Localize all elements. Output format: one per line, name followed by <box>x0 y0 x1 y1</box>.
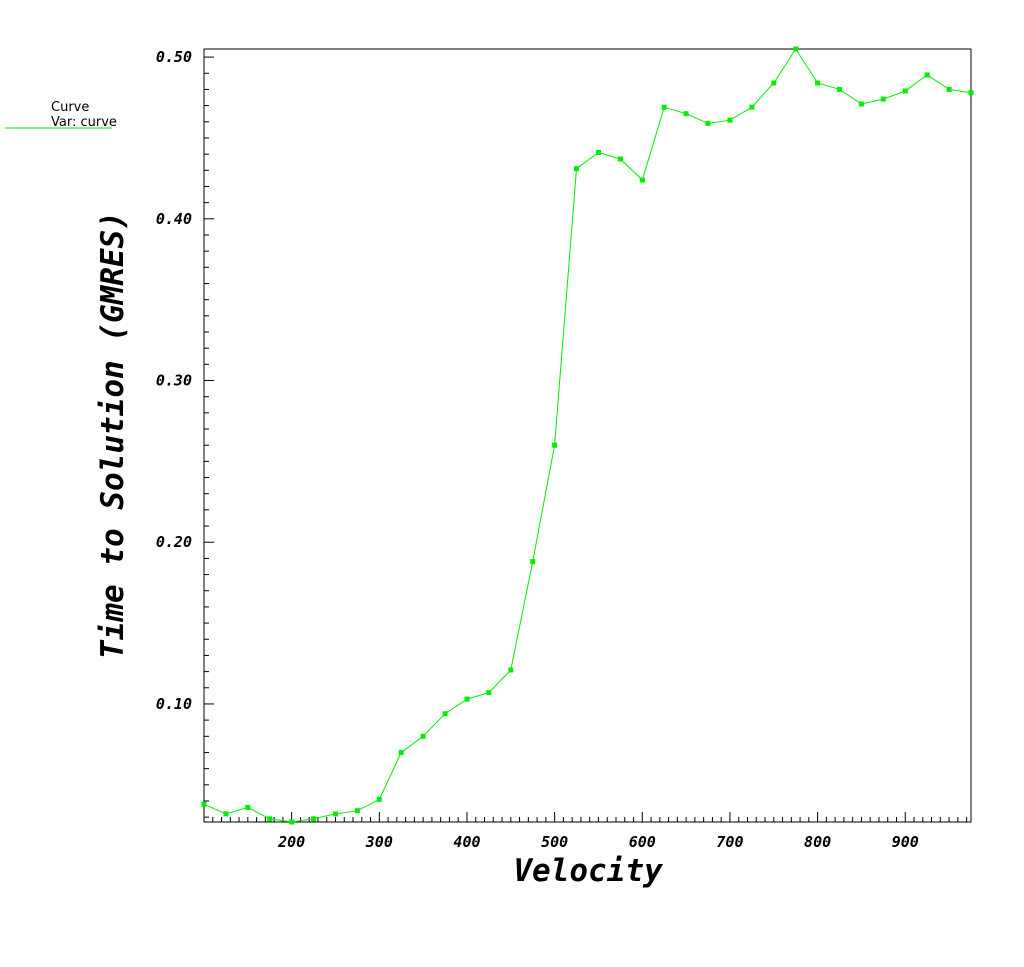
data-point <box>880 96 886 102</box>
data-point <box>705 120 711 126</box>
x-tick-label: 700 <box>716 833 743 851</box>
data-point <box>749 104 755 110</box>
data-point <box>596 150 601 155</box>
series-curve <box>201 46 974 825</box>
data-point <box>442 711 448 717</box>
data-point <box>968 90 974 96</box>
data-point <box>793 46 799 52</box>
data-point <box>311 816 317 822</box>
data-point <box>223 811 229 817</box>
data-point <box>530 559 536 565</box>
data-point <box>858 101 864 107</box>
data-point <box>552 442 558 448</box>
data-point <box>771 80 777 86</box>
data-point <box>486 690 492 696</box>
legend: Curve Var: curve <box>5 100 117 130</box>
x-tick-label: 500 <box>541 833 568 851</box>
data-point <box>245 804 251 810</box>
data-point <box>464 696 470 702</box>
data-point <box>354 808 360 814</box>
y-tick-label: 0.10 <box>156 695 192 713</box>
data-point <box>837 86 842 92</box>
x-tick-label: 300 <box>365 833 393 851</box>
data-point <box>201 801 207 807</box>
data-point <box>661 104 667 110</box>
data-point <box>617 156 623 162</box>
x-tick-label: 900 <box>892 833 919 851</box>
series-line <box>203 48 972 823</box>
y-axis-title: Time to Solution (GMRES) <box>95 211 131 659</box>
y-axis: 0.10 0.20 0.30 0.40 0.50 <box>156 48 214 818</box>
y-tick-label: 0.20 <box>156 533 192 551</box>
x-tick-label: 400 <box>453 833 480 851</box>
y-tick-label: 0.50 <box>156 48 192 66</box>
data-point <box>924 72 930 78</box>
plot-area <box>203 48 972 823</box>
data-point <box>815 80 821 86</box>
x-tick-label: 600 <box>629 833 656 851</box>
legend-title: Curve <box>51 100 89 115</box>
data-point <box>333 811 338 817</box>
data-point <box>420 733 426 739</box>
data-point <box>289 819 295 825</box>
x-tick-label: 800 <box>804 833 831 851</box>
x-axis-title: Velocity <box>513 853 664 889</box>
data-point <box>639 177 645 183</box>
y-tick-label: 0.40 <box>156 210 192 228</box>
legend-var-label: Var: curve <box>51 115 117 130</box>
data-point <box>683 111 689 117</box>
data-point <box>946 86 952 92</box>
data-point <box>267 816 273 822</box>
data-point <box>376 796 382 802</box>
y-tick-label: 0.30 <box>156 372 192 390</box>
x-tick-label: 200 <box>277 833 305 851</box>
data-point <box>398 750 404 755</box>
data-point <box>902 88 908 94</box>
data-point <box>508 667 514 673</box>
data-point <box>574 166 579 172</box>
data-point <box>727 117 733 123</box>
x-axis: 200 300 400 500 600 700 800 900 <box>212 812 968 851</box>
